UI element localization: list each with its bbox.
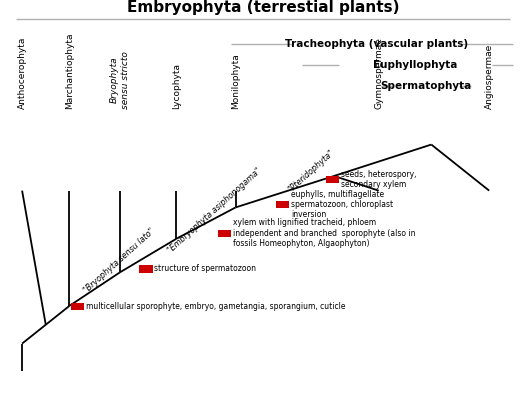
- Text: Anthocerophyta: Anthocerophyta: [17, 36, 27, 109]
- Text: structure of spermatozoon: structure of spermatozoon: [154, 264, 256, 274]
- Bar: [276, 201, 289, 208]
- Text: Euphyllophyta: Euphyllophyta: [373, 60, 458, 70]
- Text: multicellular sporophyte, embryo, gametangia, sporangium, cuticle: multicellular sporophyte, embryo, gameta…: [86, 302, 345, 311]
- Text: euphylls, multiflagellate
spermatozoon, chloroplast
inversion: euphylls, multiflagellate spermatozoon, …: [291, 189, 393, 220]
- Text: seeds, heterospory,
secondary xylem: seeds, heterospory, secondary xylem: [341, 170, 417, 189]
- Text: Monilophyta: Monilophyta: [231, 53, 240, 109]
- Bar: [71, 303, 84, 310]
- Text: "Bryophyta sensu lato": "Bryophyta sensu lato": [82, 227, 156, 295]
- Text: "Embryophyta asiphonogama": "Embryophyta asiphonogama": [166, 166, 263, 255]
- Bar: [326, 176, 339, 183]
- Text: Embryophyta (terrestial plants): Embryophyta (terrestial plants): [127, 0, 399, 15]
- Text: "Pteridophyta": "Pteridophyta": [287, 147, 336, 194]
- Text: Tracheophyta (vascular plants): Tracheophyta (vascular plants): [285, 39, 468, 49]
- Bar: [218, 230, 231, 237]
- Text: Marchantiophyta: Marchantiophyta: [65, 32, 74, 109]
- Text: Bryophyta
sensu stricto: Bryophyta sensu stricto: [110, 51, 129, 109]
- Text: Gymnospermae: Gymnospermae: [374, 37, 383, 109]
- Text: xylem with lignified tracheid, phloem
independent and branched  sporophyte (also: xylem with lignified tracheid, phloem in…: [233, 218, 416, 248]
- Text: Spermatophyta: Spermatophyta: [380, 81, 472, 91]
- Text: Angiospermae: Angiospermae: [484, 44, 494, 109]
- Bar: [139, 265, 153, 273]
- Text: Lycophyta: Lycophyta: [171, 63, 181, 109]
